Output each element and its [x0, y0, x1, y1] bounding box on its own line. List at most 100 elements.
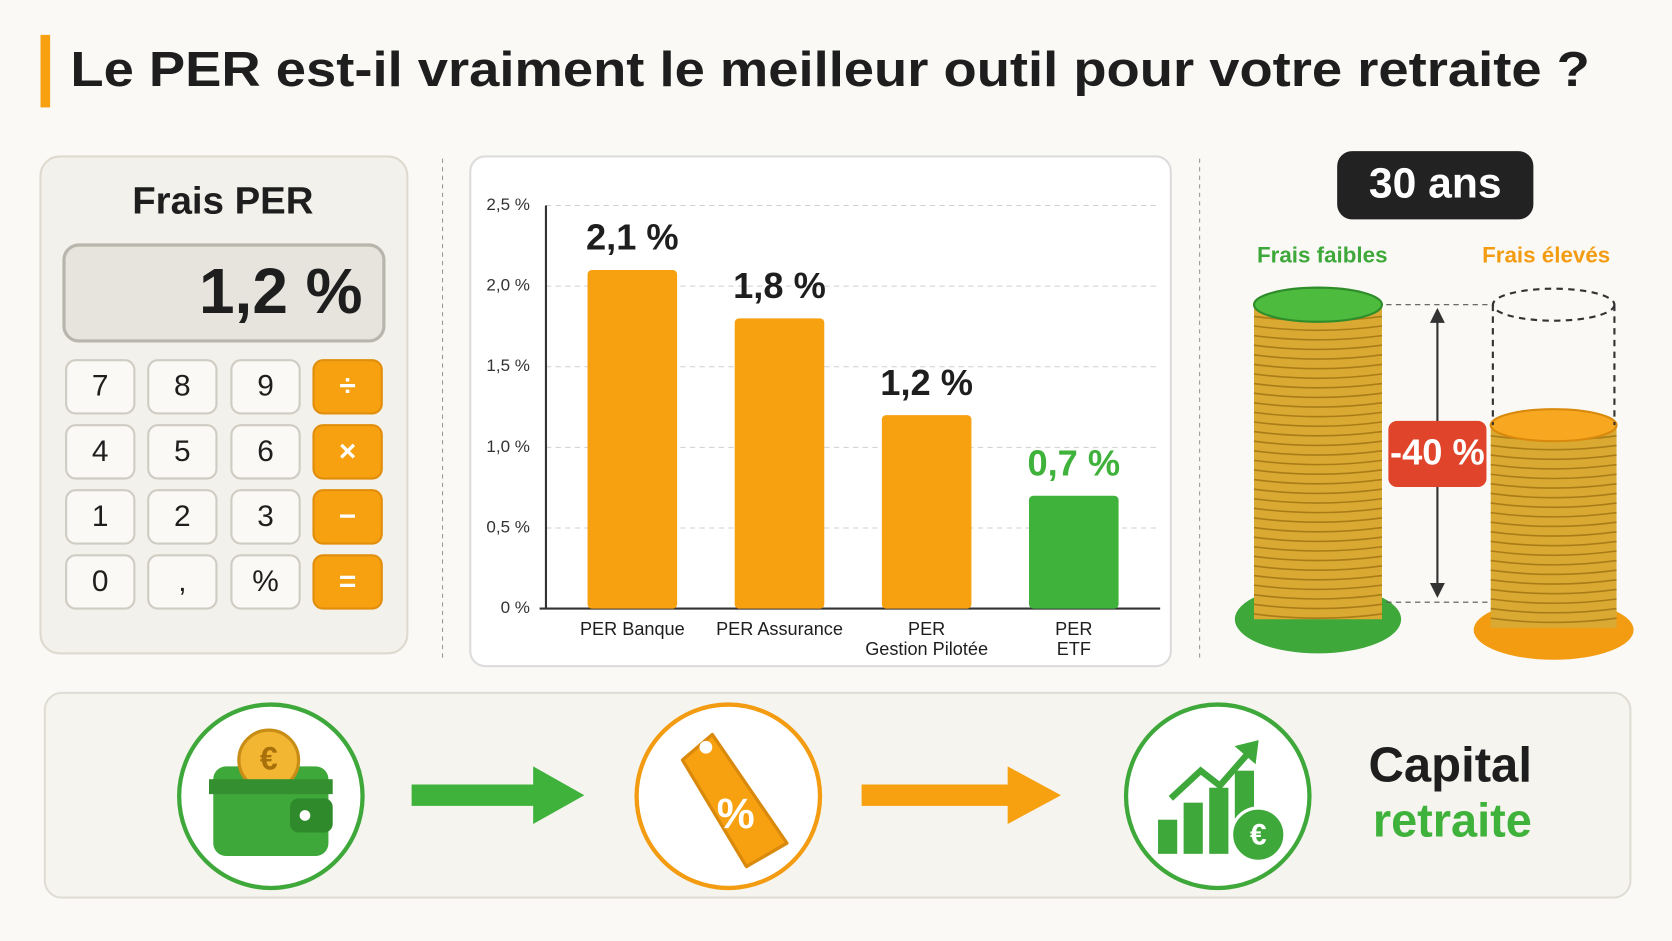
key-label: 3	[257, 500, 274, 533]
coin-stripes	[1490, 435, 1617, 624]
coin-edge	[1490, 521, 1617, 528]
coin-edge	[1253, 392, 1383, 399]
key-label: 6	[257, 435, 274, 468]
difference-label: -40 %	[1390, 432, 1485, 473]
result-label: Capital	[1368, 738, 1532, 792]
growth-arrowhead	[1234, 740, 1259, 765]
coin-edge	[1253, 363, 1383, 370]
coin-stripes	[1253, 315, 1383, 619]
key-label: =	[339, 565, 356, 598]
growth-arrow	[1168, 749, 1253, 801]
y-tick-label: 2,0 %	[486, 276, 530, 295]
growth-bar	[1158, 819, 1178, 854]
x-tick-label: PER Assurance	[716, 619, 843, 639]
y-tick-label: 1,5 %	[486, 356, 530, 375]
key-label: 1	[92, 500, 109, 533]
coin-edge	[1253, 373, 1383, 380]
wallet-button	[299, 810, 311, 821]
coin-edge	[1253, 440, 1383, 447]
coin-edge	[1253, 507, 1383, 514]
display-value: 1,2 %	[199, 255, 363, 327]
page-title: Le PER est-il vraiment le meilleur outil…	[70, 43, 1590, 97]
coin-edge	[1490, 607, 1617, 614]
coin-edge	[1490, 483, 1617, 489]
value-label: 1,2 %	[880, 362, 973, 403]
calculator-key	[65, 424, 136, 480]
duration-badge	[1337, 151, 1534, 220]
y-tick-label: 0,5 %	[486, 517, 530, 536]
growth-bar	[1183, 802, 1203, 854]
coin-edge	[1490, 550, 1617, 557]
coin-edge	[1490, 559, 1617, 566]
key-label: 2	[174, 500, 191, 533]
tag-symbol: %	[717, 790, 755, 838]
coin-edge	[1253, 497, 1383, 504]
key-label: 4	[92, 435, 109, 468]
calculator-key	[65, 489, 136, 545]
coin-edge	[1253, 565, 1383, 572]
coin-edge	[1253, 545, 1383, 552]
coin-edge	[1253, 449, 1383, 456]
coin-edge	[1490, 569, 1617, 576]
coin-edge	[1253, 459, 1383, 466]
flow-arrow	[411, 766, 585, 824]
calculator-key	[147, 489, 218, 545]
euro-badge	[1230, 806, 1287, 863]
coin-stack-low	[1234, 286, 1402, 654]
calculator-key	[147, 359, 218, 415]
calculator-key	[312, 554, 383, 610]
key-label: %	[252, 565, 279, 598]
bar	[734, 318, 825, 609]
stack-top	[1252, 286, 1384, 323]
coin-edge	[1253, 478, 1383, 485]
key-label: 7	[92, 370, 109, 403]
calculator-display	[62, 243, 386, 343]
coin-edge	[1490, 502, 1617, 509]
coin-edge	[1490, 454, 1617, 461]
stack-top	[1489, 408, 1618, 443]
key-label: −	[339, 500, 356, 533]
calculator-key	[230, 424, 301, 480]
coin-edge	[1490, 579, 1617, 585]
value-label: 0,7 %	[1027, 442, 1120, 483]
coin-edge	[1253, 536, 1383, 543]
key-label: ×	[339, 435, 356, 468]
key-label: 8	[174, 370, 191, 403]
coin-symbol: €	[1250, 819, 1267, 852]
coin-edge	[1490, 463, 1617, 470]
key-label: 5	[174, 435, 191, 468]
calculator-key	[312, 489, 383, 545]
coin-edge	[1253, 488, 1383, 495]
key-label: 9	[257, 370, 274, 403]
coin-edge	[1253, 613, 1383, 619]
coin-edge	[1490, 473, 1617, 480]
calculator-key	[147, 554, 218, 610]
bar	[587, 270, 678, 609]
y-tick-label: 2,5 %	[486, 195, 530, 214]
bar	[1029, 495, 1119, 609]
coin-stack-high	[1473, 287, 1634, 660]
coin-edge	[1253, 603, 1383, 610]
coin-edge	[1253, 382, 1383, 389]
x-tick-label: PER ETF	[1055, 619, 1092, 659]
key-label: ÷	[339, 370, 355, 403]
calculator-key	[65, 554, 136, 610]
value-label: 2,1 %	[586, 217, 679, 258]
calculator-key	[230, 489, 301, 545]
calculator-title: Frais PER	[132, 180, 313, 223]
key-label: 0	[92, 565, 109, 598]
coin-edge	[1490, 444, 1617, 451]
duration-label: 30 ans	[1369, 160, 1502, 208]
coin-edge	[1490, 588, 1617, 595]
bar-chart: 0 % 0,5 % 1,0 % 1,5 % 2,0 % 2,5 % PER Banque 2,…	[486, 195, 1161, 659]
coin-edge	[1253, 555, 1383, 562]
coin-symbol: €	[260, 741, 278, 777]
calculator-key	[312, 359, 383, 415]
title-accent	[40, 34, 51, 108]
coin-edge	[1253, 411, 1383, 418]
wallet-slot	[209, 779, 333, 795]
coin-edge	[1253, 334, 1383, 341]
flow-arrow	[861, 766, 1061, 824]
calculator-key	[312, 424, 383, 480]
